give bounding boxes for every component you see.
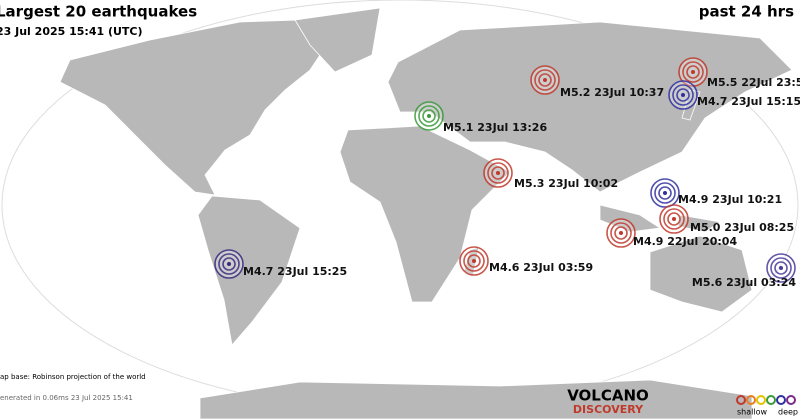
quake-label: M4.9 22Jul 20:04: [633, 235, 737, 248]
marker-center: [472, 259, 476, 263]
earthquake-marker: M4.9 23Jul 10:21: [650, 178, 782, 208]
south-america: [197, 195, 301, 346]
north-america: [59, 19, 331, 196]
marker-center: [779, 266, 783, 270]
earthquake-marker: M5.2 23Jul 10:37: [530, 65, 664, 99]
marker-ring: [658, 186, 672, 200]
marker-ring: [491, 166, 505, 180]
greenland: [294, 7, 381, 73]
marker-ring: [676, 88, 690, 102]
marker-ring: [610, 222, 632, 244]
earthquake-marker: M5.5 22Jul 23:58: [678, 57, 800, 89]
marker-ring: [463, 250, 485, 272]
marker-center: [681, 93, 685, 97]
marker-center: [663, 191, 667, 195]
marker-ring: [672, 84, 694, 106]
quake-label: M5.6 23Jul 03:24: [692, 276, 796, 289]
earthquake-marker: M5.3 23Jul 10:02: [483, 158, 618, 190]
marker-ring: [686, 65, 700, 79]
marker-ring: [663, 208, 685, 230]
marker-center: [672, 217, 676, 221]
quake-label: M4.9 23Jul 10:21: [678, 193, 782, 206]
marker-ring: [538, 73, 552, 87]
marker-ring: [614, 226, 628, 240]
legend-label: shallow: [737, 408, 767, 417]
earthquake-marker: M4.9 22Jul 20:04: [606, 218, 737, 248]
marker-ring: [774, 261, 788, 275]
antarctica: [199, 379, 753, 419]
marker-ring: [770, 257, 792, 279]
marker-ring: [418, 105, 440, 127]
marker-center: [227, 262, 231, 266]
legend-swatch: [766, 395, 776, 405]
legend-swatch: [736, 395, 746, 405]
marker-ring: [422, 109, 436, 123]
earthquake-marker: M5.6 23Jul 03:24: [692, 253, 796, 289]
quake-label: M4.7 23Jul 15:15: [697, 95, 800, 108]
earthquake-marker: M4.6 23Jul 03:59: [459, 246, 593, 276]
marker-center: [427, 114, 431, 118]
earthquakes: M5.5 22Jul 23:58 M4.7 23Jul 15:15 M5.2 23J…: [214, 57, 800, 289]
marker-ring: [682, 61, 704, 83]
title: Largest 20 earthquakes: [0, 3, 197, 21]
quake-label: M5.3 23Jul 10:02: [514, 177, 618, 190]
subtitle: 23 Jul 2025 15:41 (UTC): [0, 25, 143, 38]
earthquake-marker: M4.7 23Jul 15:25: [214, 249, 347, 279]
marker-ring: [222, 257, 236, 271]
logo-text: DISCOVERY: [573, 403, 644, 416]
marker-center: [619, 231, 623, 235]
marker-ring: [534, 69, 556, 91]
legend-label: deep: [778, 408, 798, 417]
quake-label: M5.2 23Jul 10:37: [560, 86, 664, 99]
earthquake-marker: M5.1 23Jul 13:26: [414, 101, 547, 134]
generated-note: enerated in 0.06ms 23 Jul 2025 15:41: [0, 394, 133, 402]
marker-ring: [218, 253, 240, 275]
legend-swatch: [756, 395, 766, 405]
quake-label: M4.6 23Jul 03:59: [489, 261, 593, 274]
depth-legend: shallow deep: [736, 395, 798, 417]
legend-swatch: [776, 395, 786, 405]
earthquake-marker: M5.0 23Jul 08:25: [659, 204, 794, 234]
quake-label: M4.7 23Jul 15:25: [243, 265, 347, 278]
legend-swatch: [746, 395, 756, 405]
marker-center: [691, 70, 695, 74]
quake-label: M5.5 22Jul 23:58: [707, 76, 800, 89]
legend-swatch: [786, 395, 796, 405]
australia: [649, 235, 753, 313]
logo-text: VOLCANO: [567, 387, 649, 405]
marker-ring: [667, 212, 681, 226]
map-base-note: ap base: Robinson projection of the worl…: [0, 373, 146, 381]
marker-ring: [487, 162, 509, 184]
quake-label: M5.0 23Jul 08:25: [690, 221, 794, 234]
marker-center: [496, 171, 500, 175]
marker-center: [543, 78, 547, 82]
earthquake-marker: M4.7 23Jul 15:15: [668, 80, 800, 110]
marker-ring: [467, 254, 481, 268]
marker-ring: [654, 182, 676, 204]
africa: [339, 125, 511, 303]
quake-label: M5.1 23Jul 13:26: [443, 121, 547, 134]
period: past 24 hrs: [699, 3, 794, 21]
